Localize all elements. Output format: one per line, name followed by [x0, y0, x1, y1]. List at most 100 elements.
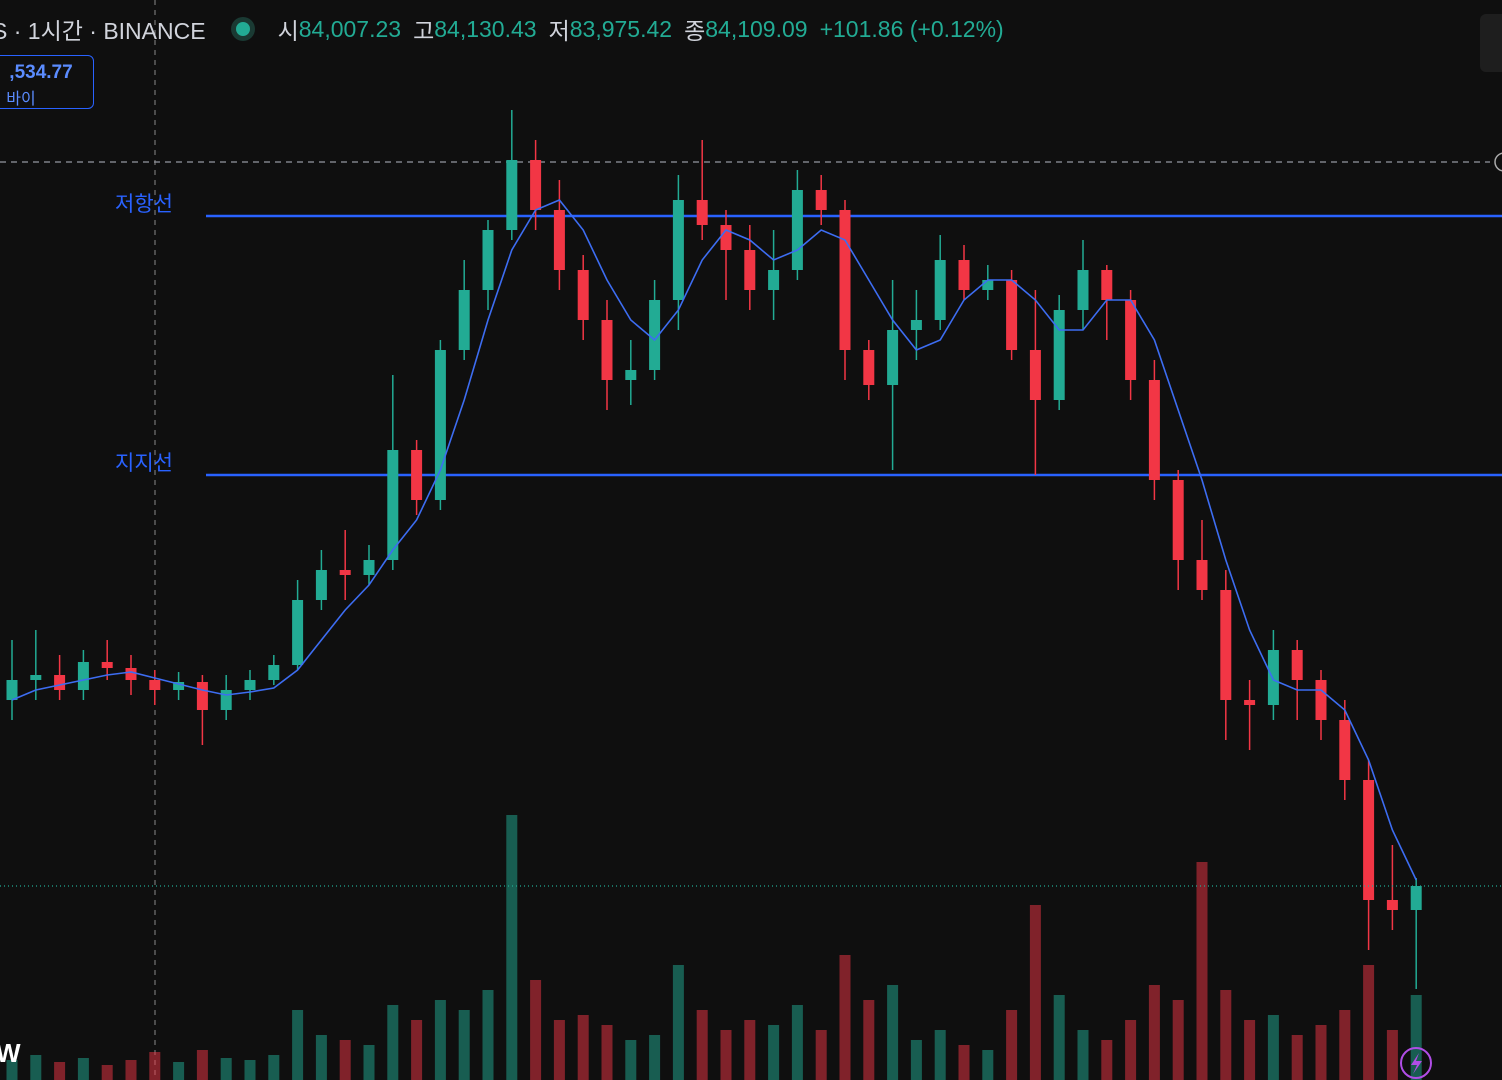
candle-body — [434, 350, 446, 500]
candle-body — [268, 665, 280, 680]
candle-body — [887, 330, 899, 385]
candle-body — [1077, 270, 1089, 310]
volume-bar — [577, 1015, 589, 1080]
volume-bar — [672, 965, 684, 1080]
volume-bar — [1267, 1015, 1279, 1080]
candle-body — [244, 680, 256, 690]
candle-body — [1315, 680, 1327, 720]
volume-bar — [244, 1060, 256, 1080]
value: 83,975.42 — [569, 15, 673, 42]
volume-bar — [1220, 990, 1232, 1080]
candle-body — [30, 675, 42, 680]
candle-body — [1291, 650, 1303, 680]
change: +101.86 (+0.12%) — [819, 15, 1004, 42]
volume-bar — [387, 1005, 399, 1080]
candle-body — [387, 450, 399, 560]
candle-body — [292, 600, 304, 665]
label: 종 — [684, 18, 706, 44]
logo: W — [0, 1038, 21, 1068]
volume-bar — [125, 1060, 137, 1080]
candle-body — [1244, 700, 1256, 705]
volume-bar — [149, 1052, 161, 1080]
candle-body — [1125, 300, 1137, 380]
volume-bar — [101, 1065, 113, 1080]
candle-body — [577, 270, 589, 320]
volume-bar — [196, 1050, 208, 1080]
volume-bar — [434, 1000, 446, 1080]
volume-bar — [601, 1025, 613, 1080]
candle-body — [54, 675, 66, 690]
volume-bar — [1315, 1025, 1327, 1080]
side-handle[interactable] — [1480, 14, 1502, 72]
volume-bar — [625, 1040, 637, 1080]
candle-body — [1267, 650, 1279, 705]
alert-icon[interactable] — [1400, 1047, 1432, 1079]
volume-bar — [1363, 965, 1375, 1080]
candle-body — [815, 190, 827, 210]
candle-body — [506, 160, 518, 230]
candle-body — [77, 662, 89, 690]
candle-body — [1148, 380, 1160, 480]
candle-body — [411, 450, 423, 500]
volume-bar — [744, 1020, 756, 1080]
candle-body — [1339, 720, 1351, 780]
candle-body — [910, 320, 922, 330]
volume-bar — [268, 1055, 280, 1080]
volume-bar — [696, 1010, 708, 1080]
volume-bar — [1339, 1010, 1351, 1080]
candle-body — [363, 560, 375, 575]
candle-body — [149, 680, 161, 690]
candle-body — [339, 570, 351, 575]
volume-bar — [458, 1010, 470, 1080]
candle-body — [101, 662, 113, 668]
volume-bar — [910, 1040, 922, 1080]
value: 84,007.23 — [298, 15, 402, 42]
candle-body — [1006, 280, 1018, 350]
order-tag[interactable]: ,534.77 바이 — [0, 55, 94, 109]
candle-body — [744, 250, 756, 290]
candle-body — [6, 680, 18, 700]
volume-bar — [958, 1045, 970, 1080]
label: 고 — [413, 18, 435, 44]
candle-body — [1053, 310, 1065, 400]
order-side: 바이 — [6, 91, 36, 108]
volume-bar — [839, 955, 851, 1080]
label: 시 — [277, 18, 299, 44]
volume-bar — [1125, 1020, 1137, 1080]
candle-body — [1363, 780, 1375, 900]
volume-bar — [649, 1035, 661, 1080]
candle-body — [125, 668, 137, 680]
volume-bar — [1077, 1030, 1089, 1080]
candle-body — [768, 270, 780, 290]
candle-body — [625, 370, 637, 380]
volume-bar — [815, 1030, 827, 1080]
volume-bar — [1244, 1020, 1256, 1080]
volume-bar — [1410, 995, 1422, 1080]
volume-bar — [173, 1062, 185, 1080]
volume-bar — [506, 815, 518, 1080]
status-dot — [235, 22, 250, 36]
volume-bar — [220, 1058, 232, 1080]
candle-body — [1220, 590, 1232, 700]
candle-body — [839, 210, 851, 350]
volume-bar — [1101, 1040, 1113, 1080]
volume-bar — [411, 1020, 423, 1080]
candle-body — [982, 280, 994, 290]
candle-body — [1172, 480, 1184, 560]
line-handle[interactable] — [1494, 152, 1502, 172]
moving-average — [11, 199, 1417, 881]
candle-body — [553, 210, 565, 270]
candle-body — [530, 160, 542, 210]
value: 84,109.09 — [705, 15, 808, 42]
volume-bar — [292, 1010, 304, 1080]
volume-bar — [1148, 985, 1160, 1080]
candle-body — [315, 570, 327, 600]
volume-bar — [482, 990, 494, 1080]
alert-bolt — [1411, 1053, 1422, 1074]
candle-body — [1101, 270, 1113, 300]
candle-body — [458, 290, 470, 350]
volume-bar — [1291, 1035, 1303, 1080]
header: S · 1시간 · BINANCE 시 84,007.23 고 84,130.43 … — [0, 12, 1004, 46]
volume-bar — [982, 1050, 994, 1080]
